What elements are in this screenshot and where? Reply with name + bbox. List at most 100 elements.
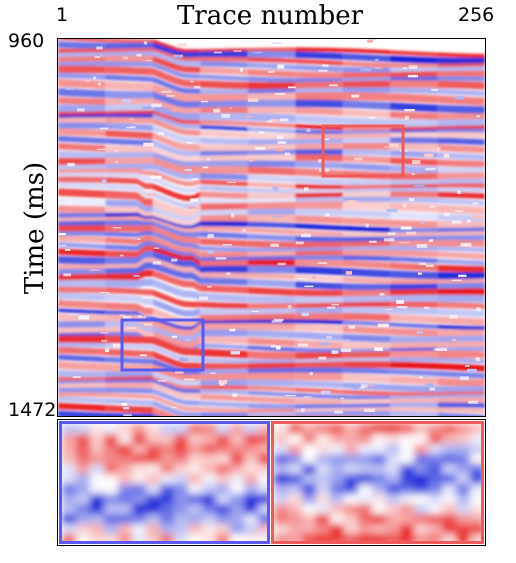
noise-speck (454, 96, 464, 100)
noise-speck (284, 152, 291, 156)
reflector-segment (152, 91, 201, 109)
reflector-segment (390, 245, 438, 251)
reflector-segment (200, 284, 248, 294)
zoom-cell (456, 424, 471, 435)
reflector-segment (58, 335, 106, 344)
noise-speck (404, 109, 415, 112)
zoom-cell (244, 514, 259, 525)
noise-speck (101, 179, 107, 183)
noise-speck (121, 99, 132, 103)
zoom-cell (428, 484, 443, 495)
noise-speck (436, 347, 448, 351)
reflector-segment (342, 394, 391, 400)
reflector-segment (342, 191, 391, 199)
zoom-cell (216, 434, 231, 445)
zoom-cell (216, 464, 231, 475)
zoom-cell (160, 444, 175, 455)
reflector-segment (152, 379, 201, 394)
noise-speck (219, 382, 225, 386)
reflector-segment (342, 201, 391, 211)
zoom-cell (216, 514, 231, 525)
reflector-segment (295, 387, 343, 394)
y-axis-bottom-label: 1472 (8, 399, 57, 421)
reflector-segment (295, 404, 343, 410)
noise-speck (58, 233, 66, 236)
noise-speck (171, 406, 177, 408)
reflector-segment (390, 314, 438, 324)
zoom-cell (442, 444, 457, 455)
noise-speck (100, 127, 109, 130)
reflector-segment (105, 241, 153, 251)
noise-speck (253, 52, 262, 54)
zoom-cell (160, 424, 175, 435)
zoom-cell (174, 524, 189, 535)
zoom-cell (244, 484, 259, 495)
noise-speck (158, 132, 165, 136)
noise-speck (419, 262, 426, 265)
noise-speck (365, 223, 369, 228)
noise-speck (472, 202, 479, 205)
reflector-segment (152, 76, 201, 94)
noise-speck (190, 198, 199, 202)
reflector-segment (105, 55, 153, 63)
reflector-segment (390, 407, 438, 412)
zoom-cell (442, 504, 457, 515)
noise-speck (309, 372, 313, 376)
reflector-segment (247, 345, 296, 352)
zoom-cell (258, 514, 267, 525)
noise-speck (215, 257, 227, 260)
reflector-segment (247, 99, 296, 108)
noise-speck (385, 308, 393, 311)
reflector-segment (437, 329, 485, 337)
noise-speck (467, 219, 471, 223)
zoom-cell (316, 434, 331, 445)
reflector-segment (437, 204, 485, 215)
zoom-cell (470, 514, 481, 525)
reflector-segment (247, 350, 296, 360)
reflector-segment (247, 323, 296, 331)
reflector-segment (58, 256, 106, 265)
noise-speck (187, 142, 193, 144)
reflector-segment (390, 250, 438, 258)
reflector-segment (437, 172, 485, 181)
zoom-cell (146, 464, 161, 475)
reflector-segment (295, 223, 343, 231)
reflector-segment (437, 316, 485, 326)
noise-speck (190, 81, 194, 83)
noise-speck (408, 198, 415, 202)
reflector-segment (200, 238, 248, 247)
noise-speck (139, 354, 147, 356)
zoom-cell (76, 464, 91, 475)
zoom-cell (330, 524, 345, 535)
noise-speck (229, 328, 236, 332)
zoom-cell (372, 444, 387, 455)
reflector-segment (200, 265, 248, 274)
x-axis-end-label: 256 (458, 4, 495, 26)
noise-speck (267, 120, 273, 123)
reflector-segment (342, 289, 391, 298)
zoom-cell (302, 474, 317, 485)
zoom-cell (400, 434, 415, 445)
reflector-segment (437, 246, 485, 253)
noise-speck (400, 226, 412, 230)
noise-speck (94, 56, 100, 58)
reflector-segment (152, 221, 201, 238)
reflector-segment (247, 201, 296, 211)
zoom-cell (288, 524, 303, 535)
reflector-segment (152, 225, 201, 245)
zoom-cell (230, 474, 245, 485)
zoom-cell (146, 524, 161, 535)
reflector-segment (58, 72, 106, 80)
zoom-cell (146, 534, 161, 541)
noise-speck (123, 406, 130, 410)
noise-speck (129, 118, 134, 120)
zoom-cell (302, 454, 317, 465)
reflector-segment (295, 176, 343, 185)
zoom-cell (344, 434, 359, 445)
reflector-segment (200, 292, 248, 303)
reflector-segment (58, 78, 106, 90)
reflector-segment (437, 357, 485, 364)
reflector-segment (105, 152, 153, 159)
noise-speck (93, 76, 97, 80)
noise-speck (104, 348, 110, 353)
